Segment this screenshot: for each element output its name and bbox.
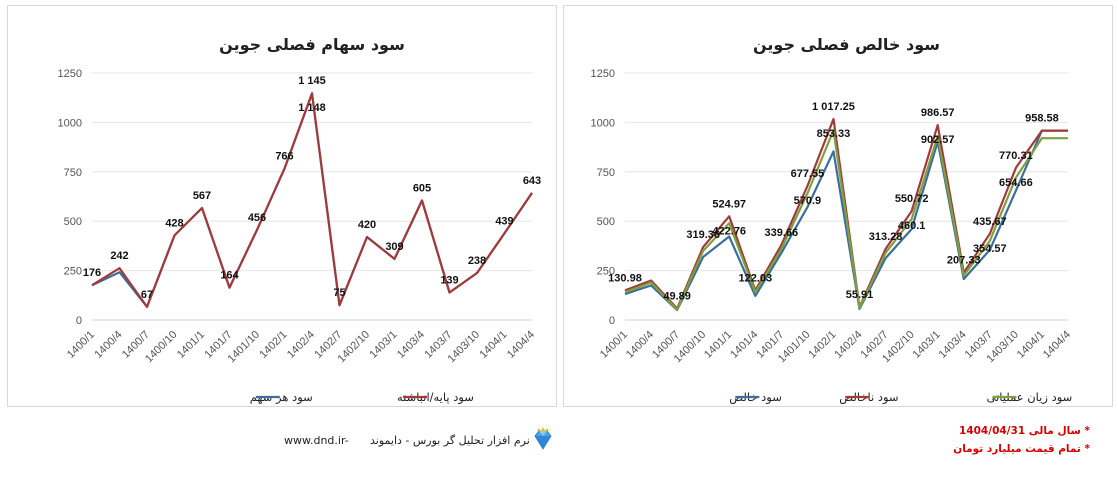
data-label: 130.98 [608,272,642,284]
x-tick-label: 1400/1 [598,329,630,361]
series-line [624,129,1068,311]
x-tick-label: 1402/1 [806,329,838,361]
data-label: 122.03 [738,272,772,284]
y-tick-label: 250 [597,266,615,278]
data-label: 207.33 [947,255,981,267]
dividend-chart: سود سهام فصلی جوین 0 250 500 750 1000 1250 1400… [58,35,542,405]
data-label: 770.31 [999,150,1033,162]
x-tick-label: 1401/1 [702,329,734,361]
data-label: 354.57 [973,243,1007,255]
x-tick-label: 1401/4 [728,329,760,361]
data-label: 460.1 [898,220,926,232]
chart-title: سود خالص فصلی جوین [753,35,940,54]
brand-text: نرم افزار تحلیل گر بورس - دایموند [370,434,530,447]
x-tick-label: 1401/1 [175,329,207,361]
data-label: 986.57 [921,107,955,119]
data-label: 677.55 [791,168,825,180]
x-tick-label: 1403/4 [937,329,969,361]
x-tick-label: 1404/1 [1015,329,1047,361]
series-line [91,92,533,308]
right-chart-frame [563,5,1113,407]
data-label: 958.58 [1025,113,1059,125]
x-tick-label: 1402/4 [832,329,864,361]
data-label: 524.97 [712,198,746,210]
data-label: 176 [83,267,101,279]
y-tick-label: 1250 [591,68,615,80]
y-tick-label: 750 [64,167,82,179]
fiscal-year-note: * سال مالی 1404/04/31 [959,425,1090,437]
data-label: 643 [523,175,541,187]
y-tick-label: 500 [597,216,615,228]
x-tick-label: 1404/4 [1041,329,1073,361]
data-label: 75 [333,287,345,299]
data-label: 1 017.25 [812,101,855,113]
data-label: 428 [165,217,183,229]
data-label: 422.76 [712,225,746,237]
data-label: 313.28 [869,231,903,243]
legend-label: سود پایه/انباشته [397,390,474,405]
x-tick-label: 1400/4 [92,329,124,361]
chart-title: سود سهام فصلی جوین [219,35,405,54]
data-label: 766 [275,151,293,163]
y-tick-label: 1000 [591,117,615,129]
data-label: 309 [385,241,403,253]
legend-label: سود زیان عملیاتی [987,390,1073,405]
units-note: * تمام قیمت میلیارد تومان [953,443,1090,455]
data-label: 654.66 [999,177,1033,189]
y-tick-label: 0 [609,315,615,327]
y-tick-label: 500 [64,216,82,228]
data-label: 139 [440,275,458,287]
data-label: 55.91 [846,289,874,301]
net-profit-chart: سود خالص فصلی جوین 0 250 500 750 1000 1250 1400… [591,35,1074,405]
x-tick-label: 1404/1 [477,329,509,361]
y-tick-label: 1250 [58,68,82,80]
x-tick-label: 1403/1 [911,329,943,361]
data-label: 164 [220,270,239,282]
data-label: 435.67 [973,216,1007,228]
data-label: 439 [495,215,513,227]
data-label: 1 145 [298,75,326,87]
data-label: 238 [468,255,486,267]
left-chart-frame [7,5,557,407]
data-label: 319.36 [686,229,720,241]
data-label: 456 [248,212,266,224]
y-tick-label: 750 [597,167,615,179]
data-label: 242 [110,250,128,262]
series-line [624,129,1068,312]
data-label: 420 [358,219,376,231]
x-tick-label: 1400/4 [624,329,656,361]
data-label: 49.89 [663,291,691,303]
data-label: 605 [413,182,431,194]
y-tick-label: 250 [64,266,82,278]
data-label: 67 [141,289,153,301]
x-tick-label: 1404/4 [505,329,537,361]
x-tick-label: 1400/1 [65,329,97,361]
diamond-logo-icon [530,427,556,457]
data-label: 1 148 [298,102,326,114]
data-label: 339.66 [765,227,799,239]
legend-label: سود هر سهم [250,390,313,405]
y-tick-label: 1000 [58,117,82,129]
website-link[interactable]: www.dnd.ir- [284,434,349,447]
data-label: 902.57 [921,134,955,146]
series-line [91,92,533,308]
data-label: 550.72 [895,193,929,205]
x-tick-label: 1402/1 [257,329,289,361]
x-tick-label: 1403/1 [367,329,399,361]
data-label: 853.33 [817,128,851,140]
x-tick-label: 1402/4 [285,329,317,361]
data-label: 570.9 [794,195,822,207]
y-tick-label: 0 [76,315,82,327]
data-label: 567 [193,190,211,202]
x-tick-label: 1403/4 [395,329,427,361]
